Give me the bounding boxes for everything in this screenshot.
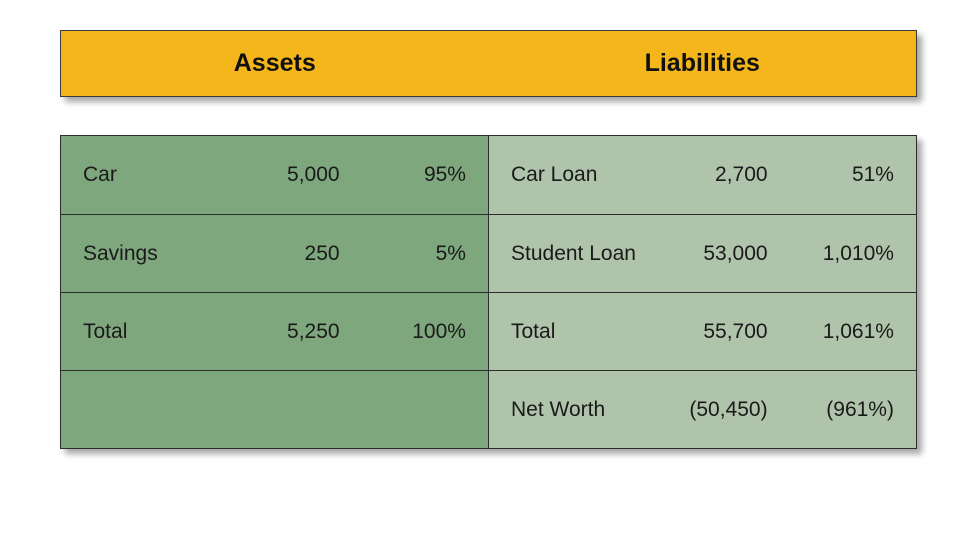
table-row: Car Loan 2,700 51% [489, 136, 916, 214]
liability-label: Student Loan [511, 242, 645, 266]
liability-amount: 2,700 [645, 163, 768, 187]
asset-amount: 250 [217, 242, 340, 266]
liability-percent: 1,061% [768, 320, 894, 344]
asset-amount: 5,250 [217, 320, 340, 344]
liability-amount: (50,450) [645, 398, 768, 422]
liability-percent: 51% [768, 163, 894, 187]
header-assets: Assets [61, 31, 489, 96]
liability-amount: 55,700 [645, 320, 768, 344]
liability-label: Total [511, 320, 645, 344]
table-row: Total 5,250 100% [61, 292, 488, 370]
asset-percent: 5% [340, 242, 466, 266]
asset-label: Car [83, 163, 217, 187]
table-row: Total 55,700 1,061% [489, 292, 916, 370]
balance-sheet-figure: Assets Liabilities Car 5,000 95% Savings… [60, 30, 917, 449]
liability-percent: 1,010% [768, 242, 894, 266]
liability-label: Net Worth [511, 398, 645, 422]
asset-label: Total [83, 320, 217, 344]
header-bar: Assets Liabilities [60, 30, 917, 97]
table-row: Savings 250 5% [61, 214, 488, 292]
balance-table: Car 5,000 95% Savings 250 5% Total 5,250… [60, 135, 917, 449]
asset-percent: 95% [340, 163, 466, 187]
liability-amount: 53,000 [645, 242, 768, 266]
asset-percent: 100% [340, 320, 466, 344]
table-row: Student Loan 53,000 1,010% [489, 214, 916, 292]
asset-label: Savings [83, 242, 217, 266]
liability-percent: (961%) [768, 398, 894, 422]
table-row [61, 370, 488, 448]
assets-column: Car 5,000 95% Savings 250 5% Total 5,250… [61, 136, 489, 448]
asset-amount: 5,000 [217, 163, 340, 187]
liability-label: Car Loan [511, 163, 645, 187]
header-liabilities: Liabilities [489, 31, 917, 96]
table-row: Net Worth (50,450) (961%) [489, 370, 916, 448]
table-row: Car 5,000 95% [61, 136, 488, 214]
liabilities-column: Car Loan 2,700 51% Student Loan 53,000 1… [489, 136, 916, 448]
